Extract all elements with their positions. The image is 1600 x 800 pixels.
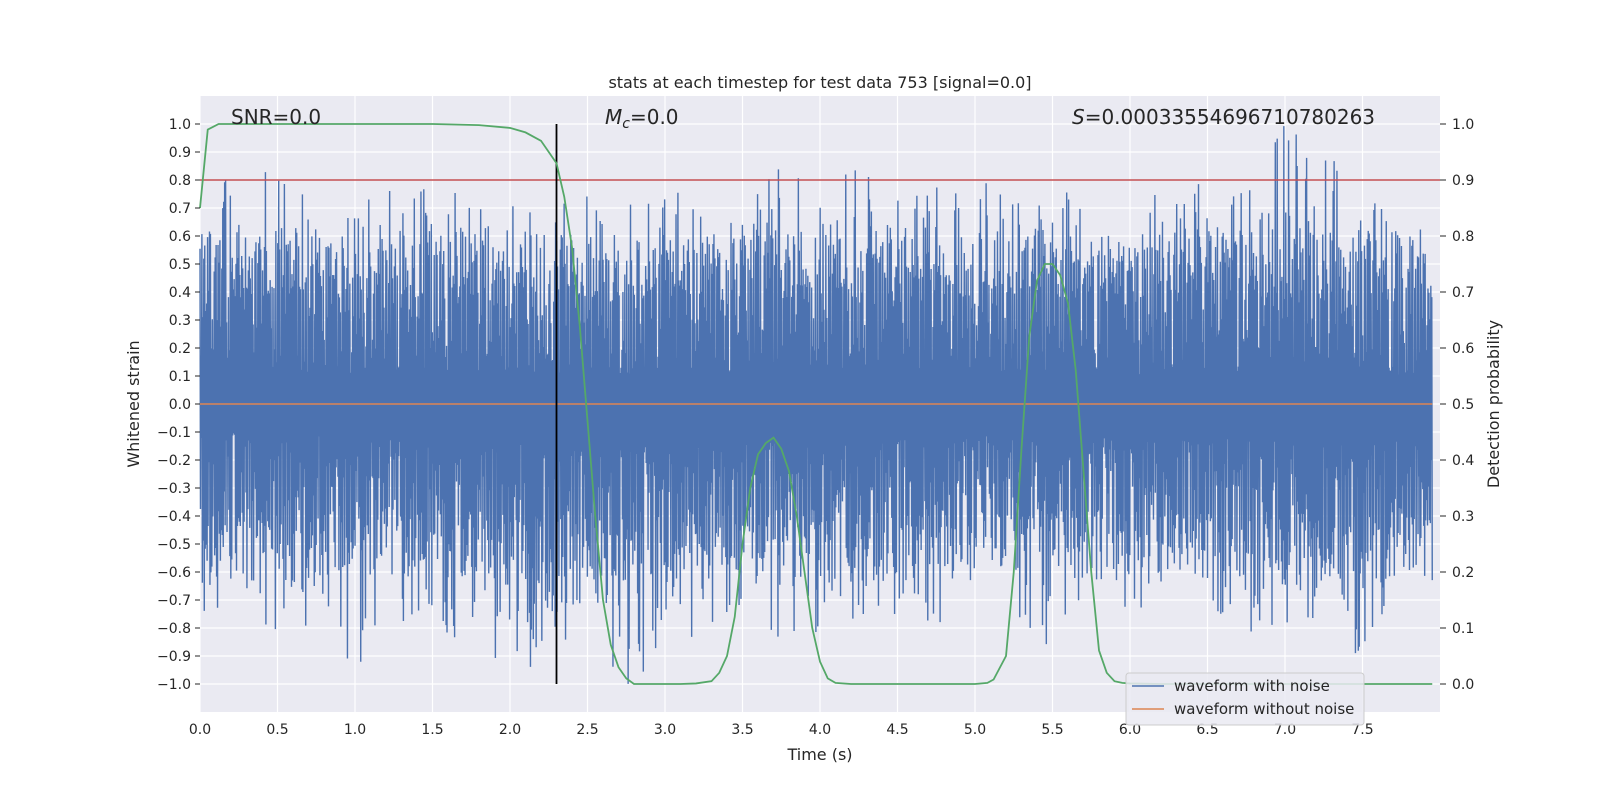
- y2-tick-label: 0.2: [1452, 565, 1474, 581]
- legend-label-noise: waveform with noise: [1174, 677, 1330, 695]
- y-tick-label: 0.9: [169, 145, 191, 161]
- y-tick-label: 0.7: [169, 201, 191, 217]
- x-tick-label: 4.0: [809, 722, 831, 738]
- legend-box: [1125, 672, 1365, 726]
- x-tick-label: 3.0: [654, 722, 676, 738]
- y-tick-label: −0.6: [157, 565, 191, 581]
- x-tick-label: 2.5: [576, 722, 598, 738]
- y-tick-label: −0.2: [157, 453, 191, 469]
- y-tick-label: 0.5: [169, 257, 191, 273]
- y-tick-label: 0.3: [169, 313, 191, 329]
- y-tick-label: −0.5: [157, 537, 191, 553]
- y-tick-label: 0.8: [169, 173, 191, 189]
- y-tick-label: −0.4: [157, 509, 191, 525]
- y2-tick-label: 0.1: [1452, 621, 1474, 637]
- y-tick-label: −0.9: [157, 649, 191, 665]
- x-tick-label: 5.0: [964, 722, 986, 738]
- x-tick-label: 0.5: [266, 722, 288, 738]
- y2-tick-label: 0.0: [1452, 677, 1474, 693]
- x-tick-label: 1.0: [344, 722, 366, 738]
- axis-ticks: 0.0 0.5 1.0 1.5 2.0 2.5 3.0 3.5 4.0 4.5 5.0 5.5 6.0 6…: [157, 117, 1474, 738]
- y2-tick-label: 0.8: [1452, 229, 1474, 245]
- y-tick-label: −1.0: [157, 677, 191, 693]
- y2-tick-label: 0.5: [1452, 397, 1474, 413]
- y2-tick-label: 0.7: [1452, 285, 1474, 301]
- y-tick-label: −0.8: [157, 621, 191, 637]
- probability-path: [199, 123, 1433, 685]
- legend: waveform with noise waveform without noi…: [1125, 672, 1365, 726]
- s-annotation: S=0.00033554696710780263: [1072, 105, 1375, 129]
- y-tick-label: 1.0: [169, 117, 191, 133]
- y-tick-label: −0.7: [157, 593, 191, 609]
- x-tick-label: 2.0: [499, 722, 521, 738]
- x-tick-label: 1.5: [421, 722, 443, 738]
- chart-title: stats at each timestep for test data 753…: [608, 73, 1031, 92]
- snr-annotation: SNR=0.0: [231, 105, 321, 129]
- y-tick-label: 0.6: [169, 229, 191, 245]
- y-axis-title: Whitened strain: [124, 340, 143, 467]
- x-tick-label: 7.0: [1274, 722, 1296, 738]
- mc-annotation: Mc=0.0: [605, 105, 679, 132]
- x-tick-label: 6.0: [1119, 722, 1141, 738]
- x-tick-label: 4.5: [886, 722, 908, 738]
- y2-tick-label: 0.3: [1452, 509, 1474, 525]
- y2-tick-label: 0.6: [1452, 341, 1474, 357]
- y-tick-label: −0.1: [157, 425, 191, 441]
- series-waveform-with-noise: [199, 126, 1433, 684]
- legend-label-clean: waveform without noise: [1174, 700, 1354, 718]
- y2-tick-label: 0.9: [1452, 173, 1474, 189]
- x-tick-label: 5.5: [1041, 722, 1063, 738]
- x-axis-title: Time (s): [786, 745, 852, 764]
- y-tick-label: −0.3: [157, 481, 191, 497]
- x-tick-label: 3.5: [731, 722, 753, 738]
- x-tick-label: 6.5: [1196, 722, 1218, 738]
- y-tick-label: 0.4: [169, 285, 191, 301]
- noise-waveform-path: [199, 126, 1433, 684]
- y-tick-label: 0.2: [169, 341, 191, 357]
- y2-tick-label: 0.4: [1452, 453, 1474, 469]
- series-detection-probability: [199, 123, 1433, 685]
- y-tick-label: 0.0: [169, 397, 191, 413]
- y2-axis-title: Detection probability: [1484, 320, 1503, 488]
- y-tick-label: 0.1: [169, 369, 191, 385]
- x-tick-label: 7.5: [1351, 722, 1373, 738]
- x-tick-label: 0.0: [189, 722, 211, 738]
- y2-tick-label: 1.0: [1452, 117, 1474, 133]
